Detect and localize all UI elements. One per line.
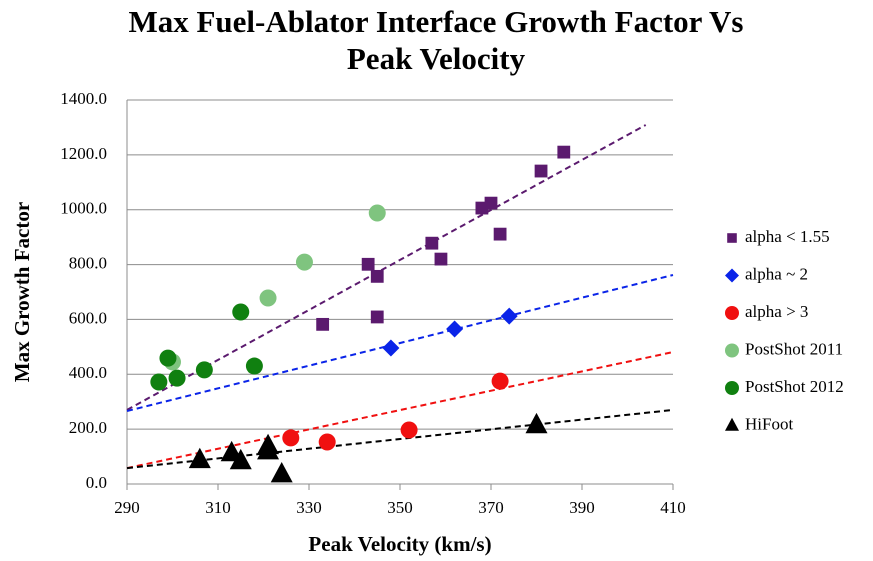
- trendline: [126, 408, 674, 470]
- data-point: [500, 307, 518, 325]
- x-tick-label: 410: [660, 498, 686, 517]
- data-point: [257, 438, 280, 460]
- data-point: [159, 349, 177, 367]
- data-point: [361, 257, 375, 271]
- data-point: [484, 196, 498, 210]
- legend-label: PostShot 2011: [745, 339, 843, 358]
- y-tick-label: 0.0: [86, 473, 107, 492]
- y-axis-title: Max Growth Factor: [10, 202, 34, 382]
- y-tick-label: 1400.0: [60, 89, 107, 108]
- data-point: [368, 204, 386, 222]
- data-point: [434, 252, 448, 266]
- legend-label: PostShot 2012: [745, 377, 844, 396]
- data-point: [425, 236, 439, 250]
- legend-marker: [725, 306, 739, 320]
- legend-marker: [727, 233, 737, 243]
- x-tick-label: 390: [569, 498, 595, 517]
- x-tick-label: 310: [205, 498, 231, 517]
- data-point: [150, 373, 168, 391]
- data-point: [259, 289, 277, 307]
- data-point: [370, 310, 384, 324]
- legend-label: alpha > 3: [745, 302, 808, 321]
- legend-label: HiFoot: [745, 414, 793, 433]
- data-point: [446, 320, 464, 338]
- legend-label: alpha ~ 2: [745, 264, 808, 283]
- data-point: [270, 462, 293, 483]
- y-tick-label: 800.0: [69, 253, 107, 272]
- x-tick-label: 370: [478, 498, 504, 517]
- legend-marker: [725, 417, 739, 431]
- data-point: [168, 369, 186, 387]
- data-point: [525, 412, 548, 434]
- data-point: [282, 429, 300, 447]
- x-tick-label: 350: [387, 498, 413, 517]
- data-point: [188, 447, 211, 469]
- data-point: [557, 145, 571, 159]
- data-point: [245, 357, 263, 375]
- trendline: [126, 274, 674, 413]
- y-tick-label: 1200.0: [60, 144, 107, 163]
- y-tick-label: 400.0: [69, 363, 107, 382]
- y-tick-label: 1000.0: [60, 199, 107, 218]
- data-point: [400, 421, 418, 439]
- data-point: [295, 253, 313, 271]
- data-point: [382, 339, 400, 357]
- y-tick-label: 200.0: [69, 418, 107, 437]
- y-tick-label: 600.0: [69, 308, 107, 327]
- chart-title: Max Fuel-Ablator Interface Growth Factor…: [128, 4, 743, 39]
- data-point: [370, 269, 384, 283]
- legend-marker: [725, 343, 739, 358]
- data-point: [232, 303, 250, 321]
- chart-title: Peak Velocity: [347, 41, 526, 76]
- legend-marker: [725, 381, 739, 395]
- trendline: [126, 124, 647, 411]
- trendline: [126, 351, 674, 470]
- x-axis-title: Peak Velocity (km/s): [308, 532, 491, 556]
- legend-label: alpha < 1.55: [745, 227, 830, 246]
- data-point: [491, 372, 509, 390]
- data-point: [195, 361, 213, 379]
- data-point: [316, 317, 330, 331]
- x-tick-label: 330: [296, 498, 322, 517]
- data-point: [318, 433, 336, 451]
- legend-marker: [725, 268, 739, 283]
- x-tick-label: 290: [114, 498, 140, 517]
- data-point: [534, 164, 548, 178]
- data-point: [493, 227, 507, 241]
- data-point: [229, 448, 252, 470]
